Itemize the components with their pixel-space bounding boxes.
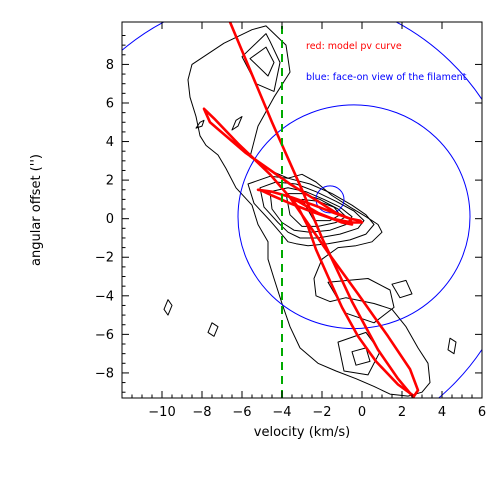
x-tick-label: −10 (148, 405, 175, 420)
y-tick-label: 4 (106, 135, 114, 150)
x-tick-label: −6 (232, 405, 251, 420)
x-tick-label: −2 (312, 405, 331, 420)
contour-line-16 (231, 116, 243, 131)
model-pv-curve-2 (256, 188, 364, 224)
y-tick-label: −4 (95, 289, 114, 304)
x-tick-label: 6 (478, 405, 486, 420)
x-tick-label: 0 (358, 405, 366, 420)
y-tick-label: 6 (106, 96, 114, 111)
y-tick-label: −2 (95, 251, 114, 266)
legend-note-face-on-view: blue: face-on view of the filament (306, 72, 467, 83)
y-tick-label: −8 (95, 366, 114, 381)
y-tick-label: 0 (106, 212, 114, 227)
contour-line-4 (247, 175, 375, 247)
contour-line-12 (391, 279, 413, 299)
contour-line-13 (163, 299, 173, 316)
y-tick-label: 2 (106, 174, 114, 189)
contour-line-2 (249, 46, 275, 77)
contour-line-15 (207, 322, 219, 337)
contour-line-17 (195, 119, 205, 129)
contour-line-10 (337, 331, 381, 376)
y-axis-title: angular offset ('') (29, 154, 44, 266)
model-pv-curve-1 (202, 107, 420, 398)
model-pv-curve-3 (228, 22, 416, 398)
contour-line-11 (351, 347, 371, 366)
x-tick-label: 2 (398, 405, 406, 420)
x-axis-title: velocity (km/s) (254, 425, 350, 440)
x-tick-label: 4 (438, 405, 446, 420)
legend-note-model-curve: red: model pv curve (306, 41, 402, 52)
y-tick-label: 8 (106, 58, 114, 73)
x-tick-label: −8 (192, 405, 211, 420)
y-tick-label: −6 (95, 328, 114, 343)
data-layer (122, 22, 482, 398)
contour-line-14 (447, 337, 457, 355)
x-tick-label: −4 (272, 405, 291, 420)
axis-ticks: −10 −8 −6 −4 −2 0 2 4 6 −8 −6 −4 −2 0 2 4 6 8 (95, 22, 486, 420)
